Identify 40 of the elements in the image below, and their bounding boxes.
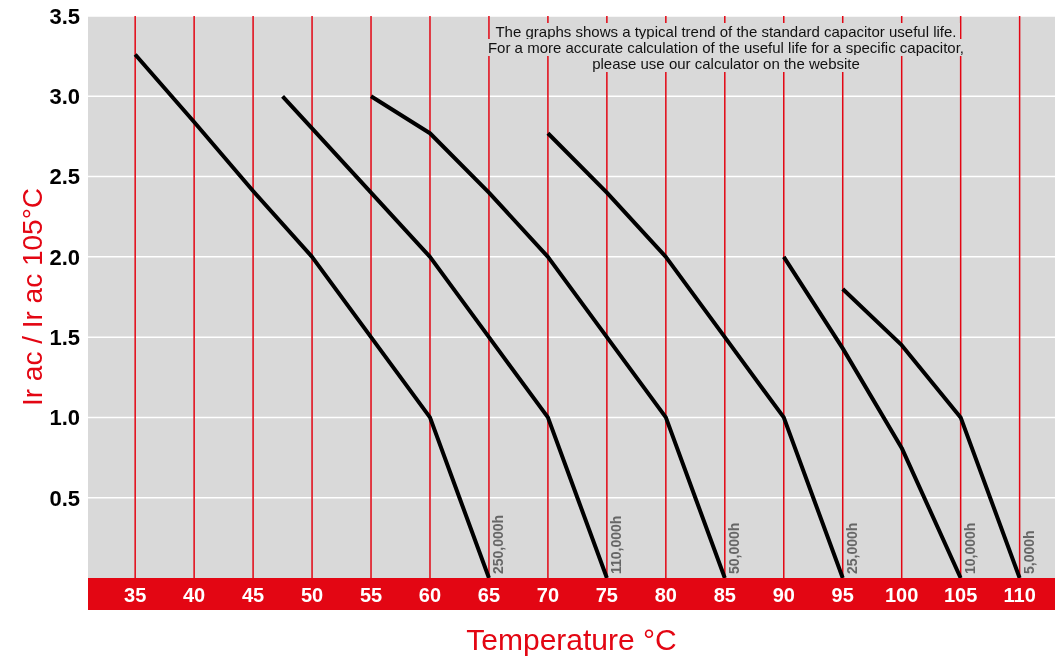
text: 10,000h xyxy=(961,522,978,574)
x-tick-label: 70 xyxy=(536,584,560,607)
x-tick-label: 65 xyxy=(477,584,501,607)
x-tick-label: 40 xyxy=(183,584,206,607)
annotation: The graphs shows a typical trend of the standard capacitor useful life. xyxy=(492,23,960,40)
x-tick-label: 80 xyxy=(654,584,677,607)
x-tick-label: 75 xyxy=(595,584,618,607)
text: 25,000h xyxy=(843,522,860,574)
y-axis-title: Ir ac / Ir ac 105°C xyxy=(16,187,48,407)
x-tick-label: 100 xyxy=(885,584,919,607)
line-series xyxy=(133,52,491,578)
line-series xyxy=(369,94,727,578)
text: 50,000h xyxy=(725,522,742,574)
y-tick-label: 2.0 xyxy=(49,244,80,270)
y-tick-label: 1.5 xyxy=(49,324,80,350)
y-tick-label: 3.5 xyxy=(49,3,80,29)
annotation: please use our calculator on the website xyxy=(589,55,863,72)
line-series xyxy=(545,131,845,578)
y-tick-label: 1.0 xyxy=(49,405,80,431)
y-tick-label: 0.5 xyxy=(49,485,80,511)
x-tick-label: 105 xyxy=(943,584,978,607)
line-series xyxy=(840,286,1022,578)
x-axis-title: Temperature °C xyxy=(466,623,677,656)
text: 110,000h xyxy=(607,515,624,574)
x-tick-label: 110 xyxy=(1003,584,1036,607)
y-tick-label: 2.5 xyxy=(49,164,80,190)
x-tick-label: 45 xyxy=(241,584,265,607)
x-tick-label: 95 xyxy=(831,584,854,607)
text: 5,000h xyxy=(1020,530,1037,574)
line-series xyxy=(280,94,609,578)
x-tick-label: 60 xyxy=(418,584,442,607)
x-tick-label: 35 xyxy=(124,584,147,607)
annotation: For a more accurate calculation of the useful life for a specific capacitor, xyxy=(484,39,968,56)
line-series xyxy=(781,254,963,578)
x-tick-label: 85 xyxy=(713,584,736,607)
y-tick-label: 3.0 xyxy=(49,84,80,110)
x-tick-label: 50 xyxy=(300,584,324,607)
x-tick-label: 55 xyxy=(359,584,383,607)
text: 250,000h xyxy=(489,514,506,574)
x-tick-label: 90 xyxy=(772,584,795,607)
